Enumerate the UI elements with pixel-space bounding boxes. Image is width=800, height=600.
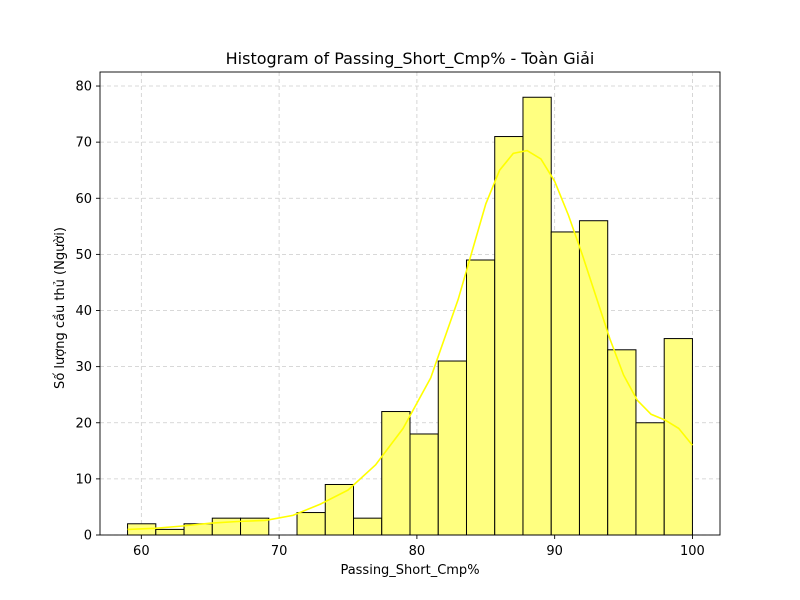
y-tick-label: 60 (75, 192, 92, 207)
x-tick-label: 60 (133, 544, 150, 559)
histogram-bar (494, 136, 524, 536)
chart-title: Histogram of Passing_Short_Cmp% - Toàn G… (226, 49, 595, 69)
histogram-bar (353, 517, 383, 536)
y-tick-label: 80 (75, 80, 92, 95)
x-tick-label: 90 (546, 544, 563, 559)
y-tick-label: 70 (75, 136, 92, 151)
histogram-bar (296, 512, 326, 536)
histogram-bar (663, 338, 693, 536)
x-tick-label: 70 (271, 544, 288, 559)
histogram-bar (465, 259, 496, 536)
histogram-bar (324, 483, 355, 536)
axes-frame (99, 71, 721, 536)
axis-ticks: 60 70 80 90 100 0 10 20 30 40 50 60 70 80 (75, 80, 704, 559)
histogram-bar (409, 433, 439, 536)
histogram-bar (155, 528, 185, 536)
kde-curve (127, 149, 694, 531)
y-axis-label: Số lượng cầu thủ (Người) (53, 227, 68, 389)
histogram-bar (550, 231, 580, 536)
histogram-bar (437, 360, 467, 536)
y-tick-label: 50 (75, 248, 92, 263)
histogram-bar (211, 517, 242, 536)
y-tick-label: 10 (75, 472, 92, 487)
y-tick-label: 30 (75, 360, 92, 375)
histogram-bar (607, 349, 637, 536)
x-tick-label: 80 (409, 544, 426, 559)
histogram-bar (578, 220, 609, 536)
x-axis-label: Passing_Short_Cmp% (340, 563, 479, 578)
y-tick-label: 40 (75, 304, 92, 319)
histogram-bar (522, 96, 552, 536)
histogram-bar (635, 422, 665, 536)
y-tick-label: 20 (75, 416, 92, 431)
histogram-bar (381, 411, 411, 536)
y-tick-label: 0 (84, 529, 92, 544)
x-tick-label: 100 (680, 544, 705, 559)
